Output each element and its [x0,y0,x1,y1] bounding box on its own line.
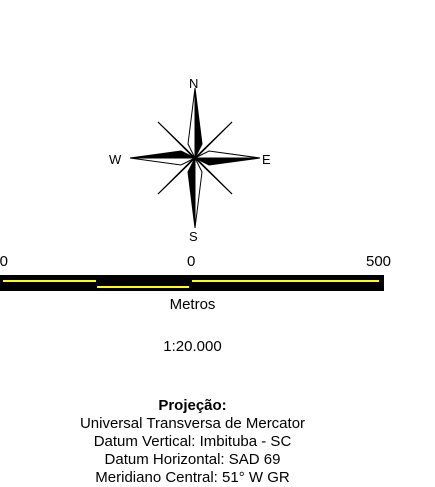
compass-e-point [194,150,261,159]
projection-line: Datum Vertical: Imbituba - SC [93,433,292,450]
projection-title: Projeção: [158,397,227,414]
scale-bar-segment-right [192,280,379,282]
compass-w-point [129,157,196,166]
compass-label-north: N [189,76,199,91]
scale-tick-center: 0 [187,253,196,270]
scale-bar-segment-mid [97,286,189,288]
scale-ratio: 1:20.000 [163,338,222,355]
compass-label-east: E [262,152,271,167]
compass-s-point [194,157,203,229]
compass-n-point [187,87,196,159]
projection-line: Datum Horizontal: SAD 69 [104,451,281,468]
scale-tick-right: 500 [366,253,392,270]
scale-unit-label: Metros [169,296,216,313]
scale-tick-left: 500 [0,253,9,270]
projection-info: Projeção: Universal Transversa de Mercat… [0,397,385,487]
scale-bar [0,275,384,291]
scale-bar-segment-left [3,280,96,282]
projection-line: Universal Transversa de Mercator [79,415,306,432]
compass-label-south: S [189,229,198,244]
projection-line: Meridiano Central: 51° W GR [95,469,290,486]
compass-rose [129,87,261,229]
compass-label-west: W [109,152,122,167]
